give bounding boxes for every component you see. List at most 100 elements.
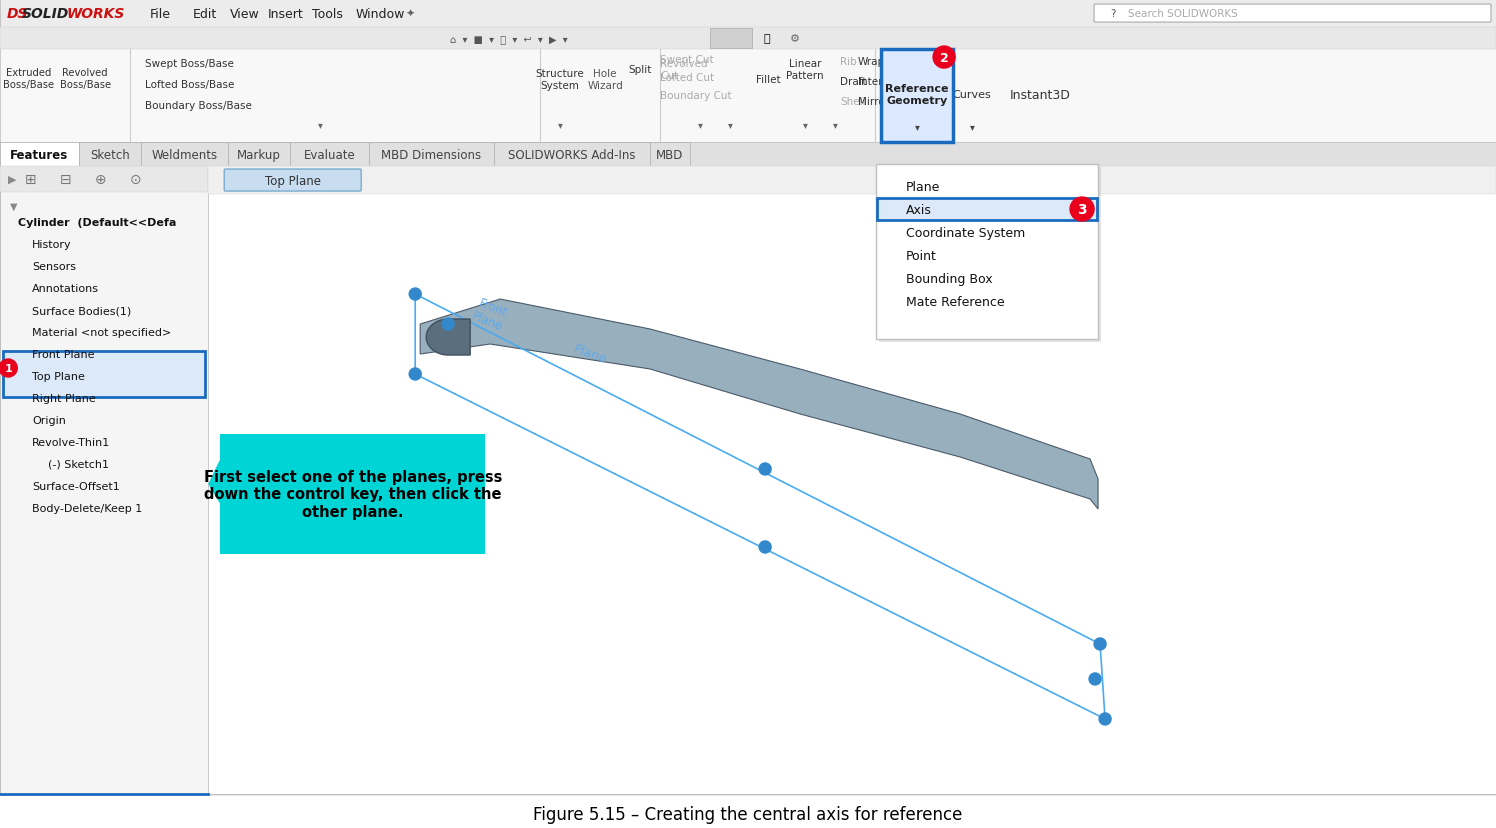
Text: Hole
Wizard: Hole Wizard [588, 70, 622, 91]
Text: DS: DS [6, 7, 28, 21]
Text: ▶: ▶ [9, 175, 16, 185]
Text: ▾: ▾ [833, 120, 838, 130]
Text: Body-Delete/Keep 1: Body-Delete/Keep 1 [33, 503, 142, 513]
Text: ⊕  ⊙  ✐  ⧉  ✦  ❑  ▾  ⬡  ▾  👁: ⊕ ⊙ ✐ ⧉ ✦ ❑ ▾ ⬡ ▾ 👁 [890, 176, 1035, 186]
Text: Linear
Pattern: Linear Pattern [787, 59, 824, 81]
Text: Boundary Cut: Boundary Cut [660, 91, 732, 101]
Text: ✦: ✦ [405, 9, 414, 19]
FancyBboxPatch shape [877, 199, 1097, 221]
Text: Wrap: Wrap [859, 57, 886, 67]
Text: Intersect: Intersect [859, 77, 905, 87]
Circle shape [1100, 713, 1112, 725]
Text: Evaluate: Evaluate [304, 148, 356, 161]
Text: Rib: Rib [841, 57, 857, 67]
Text: 2: 2 [939, 51, 948, 65]
Text: Curves: Curves [953, 90, 992, 100]
Text: Mirror: Mirror [859, 97, 889, 107]
Polygon shape [420, 300, 1098, 509]
FancyBboxPatch shape [224, 170, 361, 192]
Text: File: File [150, 7, 171, 21]
FancyBboxPatch shape [881, 50, 953, 143]
FancyBboxPatch shape [3, 352, 205, 397]
Text: ▾: ▾ [969, 122, 974, 132]
Text: MBD Dimensions: MBD Dimensions [381, 148, 482, 161]
Text: Axis: Axis [907, 204, 932, 216]
FancyBboxPatch shape [0, 166, 208, 193]
Text: First select one of the planes, press
down the control key, then click the
other: First select one of the planes, press do… [203, 469, 501, 519]
Circle shape [1089, 673, 1101, 685]
Text: Swept Boss/Base: Swept Boss/Base [145, 59, 233, 69]
Text: ▾: ▾ [558, 120, 562, 130]
FancyBboxPatch shape [877, 165, 1098, 339]
Text: ▾: ▾ [317, 120, 323, 130]
FancyBboxPatch shape [208, 166, 1496, 195]
Text: MBD: MBD [657, 148, 684, 161]
Circle shape [758, 542, 770, 553]
FancyBboxPatch shape [227, 143, 290, 166]
Text: Sketch: Sketch [90, 148, 130, 161]
FancyBboxPatch shape [711, 29, 752, 49]
FancyBboxPatch shape [0, 28, 1496, 50]
Text: Revolved
Cut: Revolved Cut [660, 59, 708, 81]
FancyBboxPatch shape [142, 143, 227, 166]
Text: Revolve-Thin1: Revolve-Thin1 [33, 437, 111, 447]
Text: Front Plane: Front Plane [33, 349, 94, 359]
Text: Lofted Cut: Lofted Cut [660, 73, 714, 83]
Polygon shape [426, 320, 470, 355]
FancyBboxPatch shape [290, 143, 370, 166]
Circle shape [443, 319, 455, 330]
Text: ▼: ▼ [10, 202, 18, 212]
FancyBboxPatch shape [1094, 5, 1492, 23]
Circle shape [410, 289, 422, 301]
FancyBboxPatch shape [79, 143, 142, 166]
Text: Fillet: Fillet [755, 75, 781, 85]
Text: (-) Sketch1: (-) Sketch1 [48, 460, 109, 469]
Text: Figure 5.15 – Creating the central axis for reference: Figure 5.15 – Creating the central axis … [534, 805, 963, 823]
Text: ⌂  ▾  ■  ▾  ⎘  ▾  ↩  ▾  ▶  ▾: ⌂ ▾ ■ ▾ ⎘ ▾ ↩ ▾ ▶ ▾ [450, 34, 568, 44]
Text: 3: 3 [1077, 203, 1088, 217]
Text: Mate Reference: Mate Reference [907, 295, 1005, 308]
FancyBboxPatch shape [370, 143, 494, 166]
Text: Search SOLIDWORKS: Search SOLIDWORKS [1128, 9, 1237, 19]
Text: Coordinate System: Coordinate System [907, 226, 1025, 239]
Text: Top Plane: Top Plane [33, 372, 85, 382]
Text: Markup: Markup [236, 148, 281, 161]
Circle shape [1070, 198, 1094, 222]
Text: Top Plane: Top Plane [265, 175, 322, 187]
Text: Split: Split [628, 65, 652, 75]
Text: Extruded
Boss/Base: Extruded Boss/Base [3, 68, 54, 89]
Text: Draft: Draft [841, 77, 866, 87]
Circle shape [1094, 638, 1106, 650]
FancyBboxPatch shape [0, 0, 1496, 28]
FancyBboxPatch shape [651, 143, 690, 166]
Text: ?: ? [1110, 9, 1116, 19]
Text: Material <not specified>: Material <not specified> [33, 328, 172, 338]
Text: Cylinder  (Default<<Defa: Cylinder (Default<<Defa [18, 218, 177, 228]
Text: Shell: Shell [841, 97, 866, 107]
Text: View: View [230, 7, 260, 21]
Text: ▾: ▾ [697, 120, 703, 130]
Text: Swept Cut: Swept Cut [660, 55, 714, 65]
Text: Surface-Offset1: Surface-Offset1 [33, 481, 120, 491]
Circle shape [410, 368, 422, 381]
Text: Reference
Geometry: Reference Geometry [886, 84, 948, 106]
Text: Surface Bodies(1): Surface Bodies(1) [33, 306, 132, 315]
Circle shape [934, 47, 954, 69]
Text: ⚙: ⚙ [790, 34, 800, 44]
FancyBboxPatch shape [0, 143, 79, 166]
Circle shape [758, 464, 770, 475]
FancyBboxPatch shape [208, 166, 1496, 794]
Text: Edit: Edit [193, 7, 217, 21]
Text: Boundary Boss/Base: Boundary Boss/Base [145, 101, 253, 111]
Text: Structure
System: Structure System [536, 70, 585, 91]
Text: Tools: Tools [313, 7, 343, 21]
Text: SOLID: SOLID [22, 7, 69, 21]
Text: History: History [33, 240, 72, 250]
Text: Right Plane: Right Plane [33, 393, 96, 403]
Text: Window: Window [355, 7, 404, 21]
Text: Annotations: Annotations [33, 284, 99, 294]
Text: Insert: Insert [268, 7, 304, 21]
FancyBboxPatch shape [0, 143, 1496, 166]
Text: SOLIDWORKS Add-Ins: SOLIDWORKS Add-Ins [509, 148, 636, 161]
Text: ▾: ▾ [727, 120, 733, 130]
